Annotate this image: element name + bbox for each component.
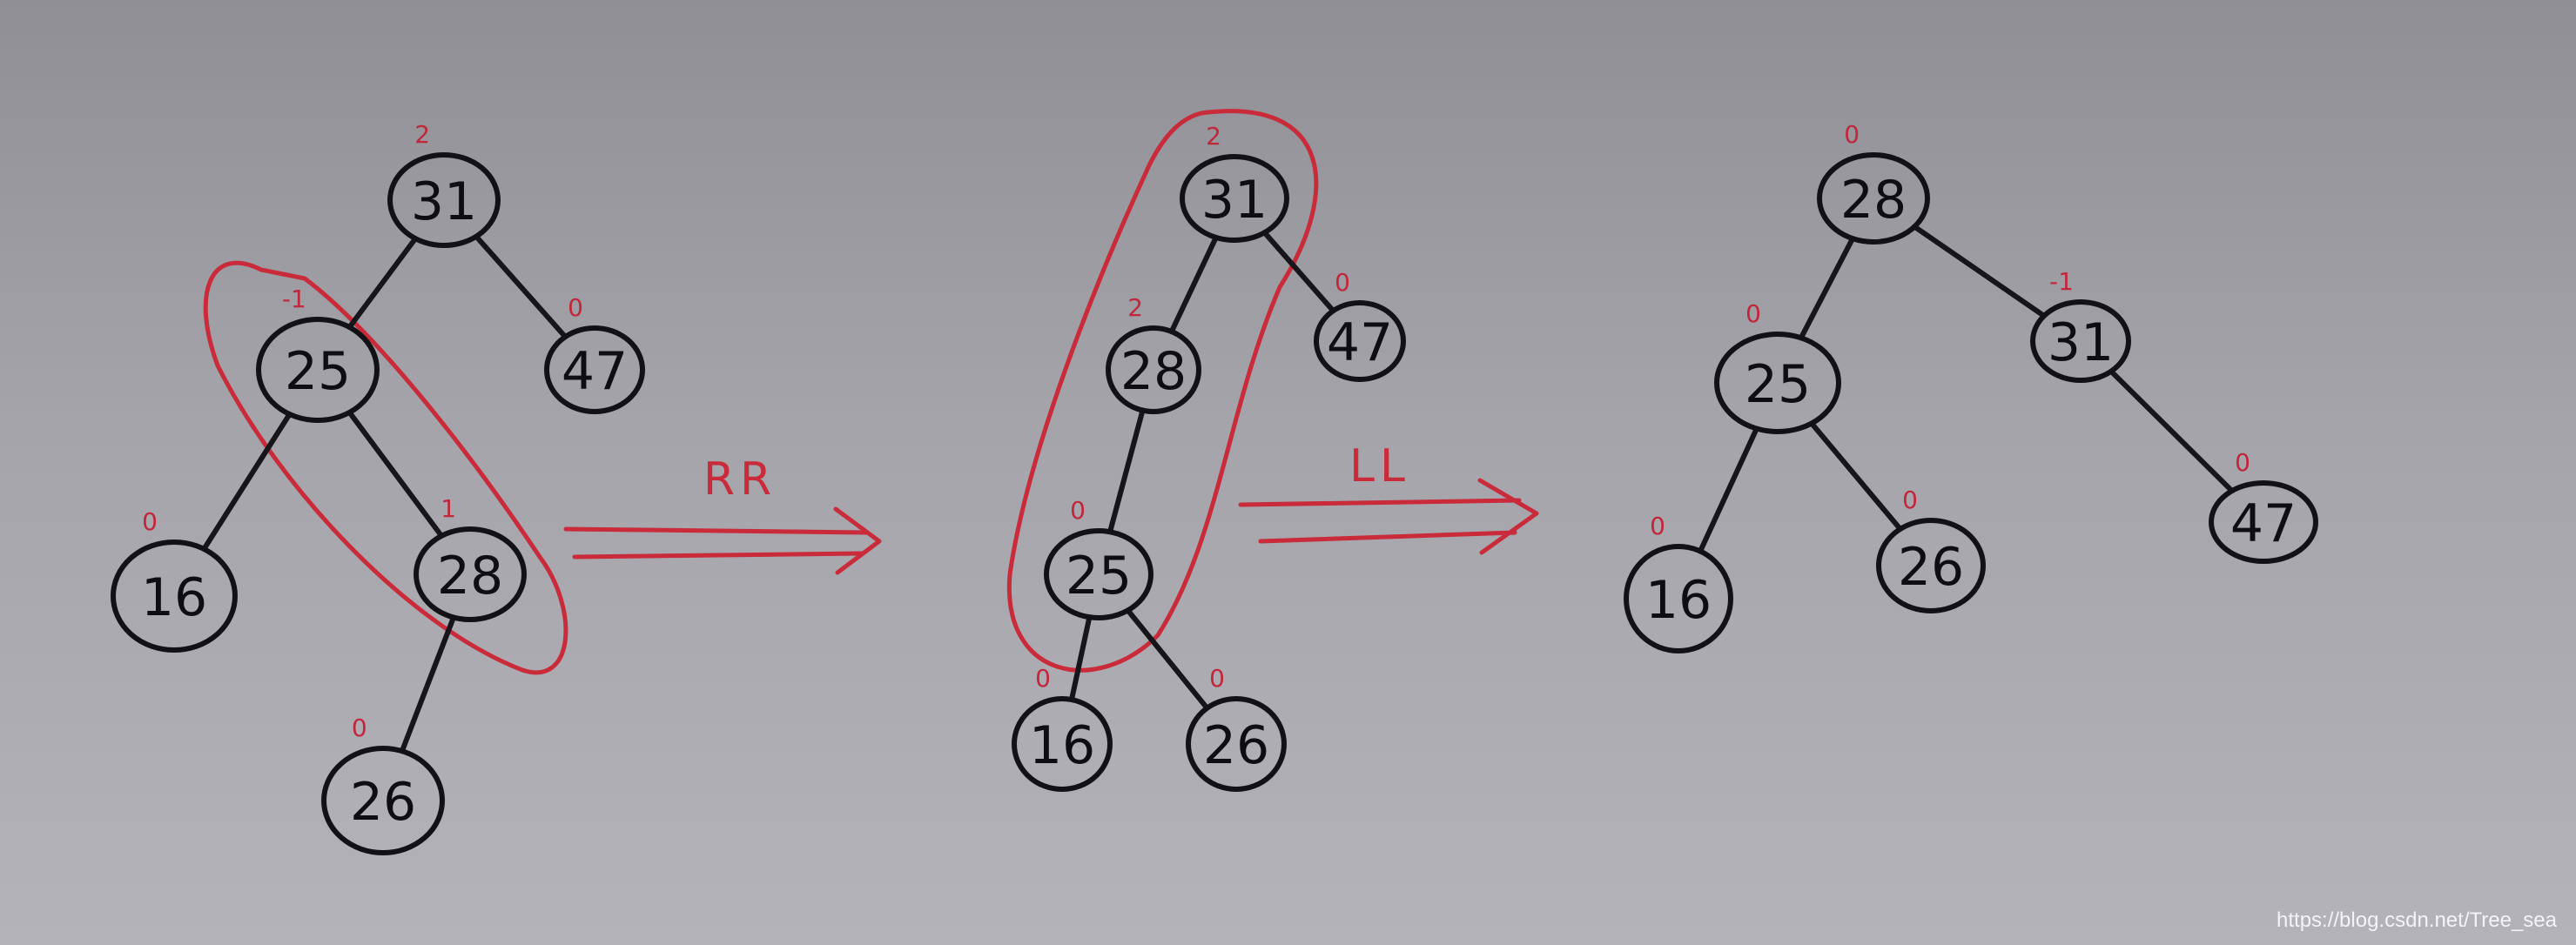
tree-node-1-26: 26 0 <box>321 714 445 855</box>
tree-node-1-47: 47 0 <box>544 293 645 414</box>
edge-1-25-16 <box>201 412 293 552</box>
balance-factor-label: 0 <box>1335 268 1350 297</box>
node-label: 47 <box>2230 493 2297 554</box>
node-label: 16 <box>1029 715 1095 776</box>
node-label: 16 <box>141 567 207 628</box>
node-label: 26 <box>1898 537 1964 598</box>
tree-node-1-28: 28 1 <box>414 494 527 622</box>
balance-factor-label: 0 <box>1035 664 1051 693</box>
node-circle <box>1876 518 1986 613</box>
tree-node-2-16: 16 0 <box>1012 664 1113 792</box>
node-circle <box>1624 544 1733 653</box>
tree-node-2-26: 26 0 <box>1186 664 1287 792</box>
edge-1-31-47 <box>474 233 568 340</box>
node-label: 26 <box>1203 715 1269 776</box>
edge-2-25-26 <box>1125 607 1210 711</box>
tree-node-3-47: 47 0 <box>2209 448 2318 564</box>
tree-edges <box>201 224 2235 754</box>
balance-factor-label: 0 <box>568 293 583 322</box>
tree-node-1-16: 16 0 <box>111 507 238 653</box>
rr-label: RR <box>703 453 777 506</box>
balance-factor-label: 0 <box>1070 496 1086 525</box>
balance-factor-label: 2 <box>414 120 430 149</box>
tree-node-3-16: 16 0 <box>1624 512 1733 653</box>
watermark: https://blog.csdn.net/Tree_sea <box>2277 908 2557 932</box>
node-circle <box>111 540 238 653</box>
node-circle <box>1180 154 1289 243</box>
edge-3-25-26 <box>1808 420 1903 532</box>
highlight-outline-tree1 <box>203 260 568 675</box>
node-label: 25 <box>285 341 351 402</box>
node-label: 28 <box>1840 170 1907 231</box>
tree-nodes: 31 2 25 -1 47 0 16 0 28 1 26 0 31 2 28 2 47 0 25 0 16 0 26 0 28 0… <box>111 120 2318 855</box>
node-circle <box>544 325 645 414</box>
node-circle <box>414 526 527 622</box>
edge-3-28-31 <box>1912 224 2047 319</box>
node-circle <box>1714 332 1841 434</box>
node-circle <box>1186 696 1287 792</box>
tree-node-2-31: 31 2 <box>1180 122 1289 243</box>
balance-factor-label: 0 <box>352 714 367 742</box>
ll-label: LL <box>1349 440 1410 493</box>
node-label: 31 <box>2048 312 2114 373</box>
highlight-outline-tree2 <box>1006 109 1319 673</box>
rotation-highlight-outlines <box>203 109 1319 675</box>
arrow-ll: LL <box>1238 440 1539 555</box>
tree-node-3-26: 26 0 <box>1876 486 1986 613</box>
balance-factor-label: 2 <box>1206 122 1221 151</box>
node-label: 31 <box>1201 170 1268 231</box>
edge-2-31-47 <box>1261 230 1336 314</box>
tree-node-2-25: 25 0 <box>1044 496 1153 620</box>
node-circle <box>2030 299 2131 383</box>
balance-factor-label: 1 <box>441 494 456 523</box>
node-label: 28 <box>437 546 503 607</box>
node-circle <box>321 746 445 855</box>
balance-factor-label: 0 <box>1650 512 1665 540</box>
edge-1-25-28 <box>346 409 445 539</box>
tree-node-1-25: 25 -1 <box>256 285 380 423</box>
node-circle <box>1044 528 1153 620</box>
node-circle <box>1817 152 1930 245</box>
node-circle <box>387 152 501 248</box>
balance-factor-label: 0 <box>1209 664 1225 693</box>
balance-factor-label: 0 <box>1902 486 1918 514</box>
transition-arrows: RR LL <box>563 440 1539 575</box>
node-label: 31 <box>411 171 477 232</box>
node-circle <box>2209 480 2318 564</box>
edge-2-31-28 <box>1168 234 1219 334</box>
balance-factor-label: -1 <box>282 285 306 313</box>
node-circle <box>1106 325 1201 414</box>
edge-2-25-16 <box>1068 614 1093 703</box>
tree-node-2-28: 28 2 <box>1106 293 1201 414</box>
edge-3-31-47 <box>2109 368 2235 494</box>
tree-node-1-31: 31 2 <box>387 120 501 248</box>
balance-factor-label: -1 <box>2049 267 2074 296</box>
balance-factor-label: 0 <box>142 507 158 536</box>
node-circle <box>1314 300 1406 382</box>
edge-2-28-25 <box>1107 407 1146 535</box>
balance-factor-label: 0 <box>2235 448 2250 477</box>
edge-3-28-25 <box>1798 236 1856 341</box>
edge-1-28-26 <box>399 614 456 754</box>
edge-3-25-16 <box>1698 426 1759 554</box>
arrow-rr: RR <box>563 453 882 575</box>
node-label: 47 <box>1327 312 1393 373</box>
node-label: 16 <box>1645 570 1712 631</box>
balance-factor-label: 0 <box>1844 120 1860 149</box>
balance-factor-label: 0 <box>1745 299 1761 328</box>
tree-node-3-25: 25 0 <box>1714 299 1841 434</box>
tree-node-3-28: 28 0 <box>1817 120 1930 245</box>
node-label: 47 <box>562 341 628 402</box>
node-label: 25 <box>1745 354 1811 415</box>
tree-node-3-31: 31 -1 <box>2030 267 2131 383</box>
node-label: 28 <box>1120 341 1187 402</box>
balance-factor-label: 2 <box>1127 293 1143 322</box>
tree-node-2-47: 47 0 <box>1314 268 1406 382</box>
node-label: 25 <box>1066 546 1132 607</box>
node-circle <box>256 317 380 423</box>
edge-1-31-25 <box>346 236 419 331</box>
node-circle <box>1012 696 1113 792</box>
node-label: 26 <box>350 772 416 833</box>
